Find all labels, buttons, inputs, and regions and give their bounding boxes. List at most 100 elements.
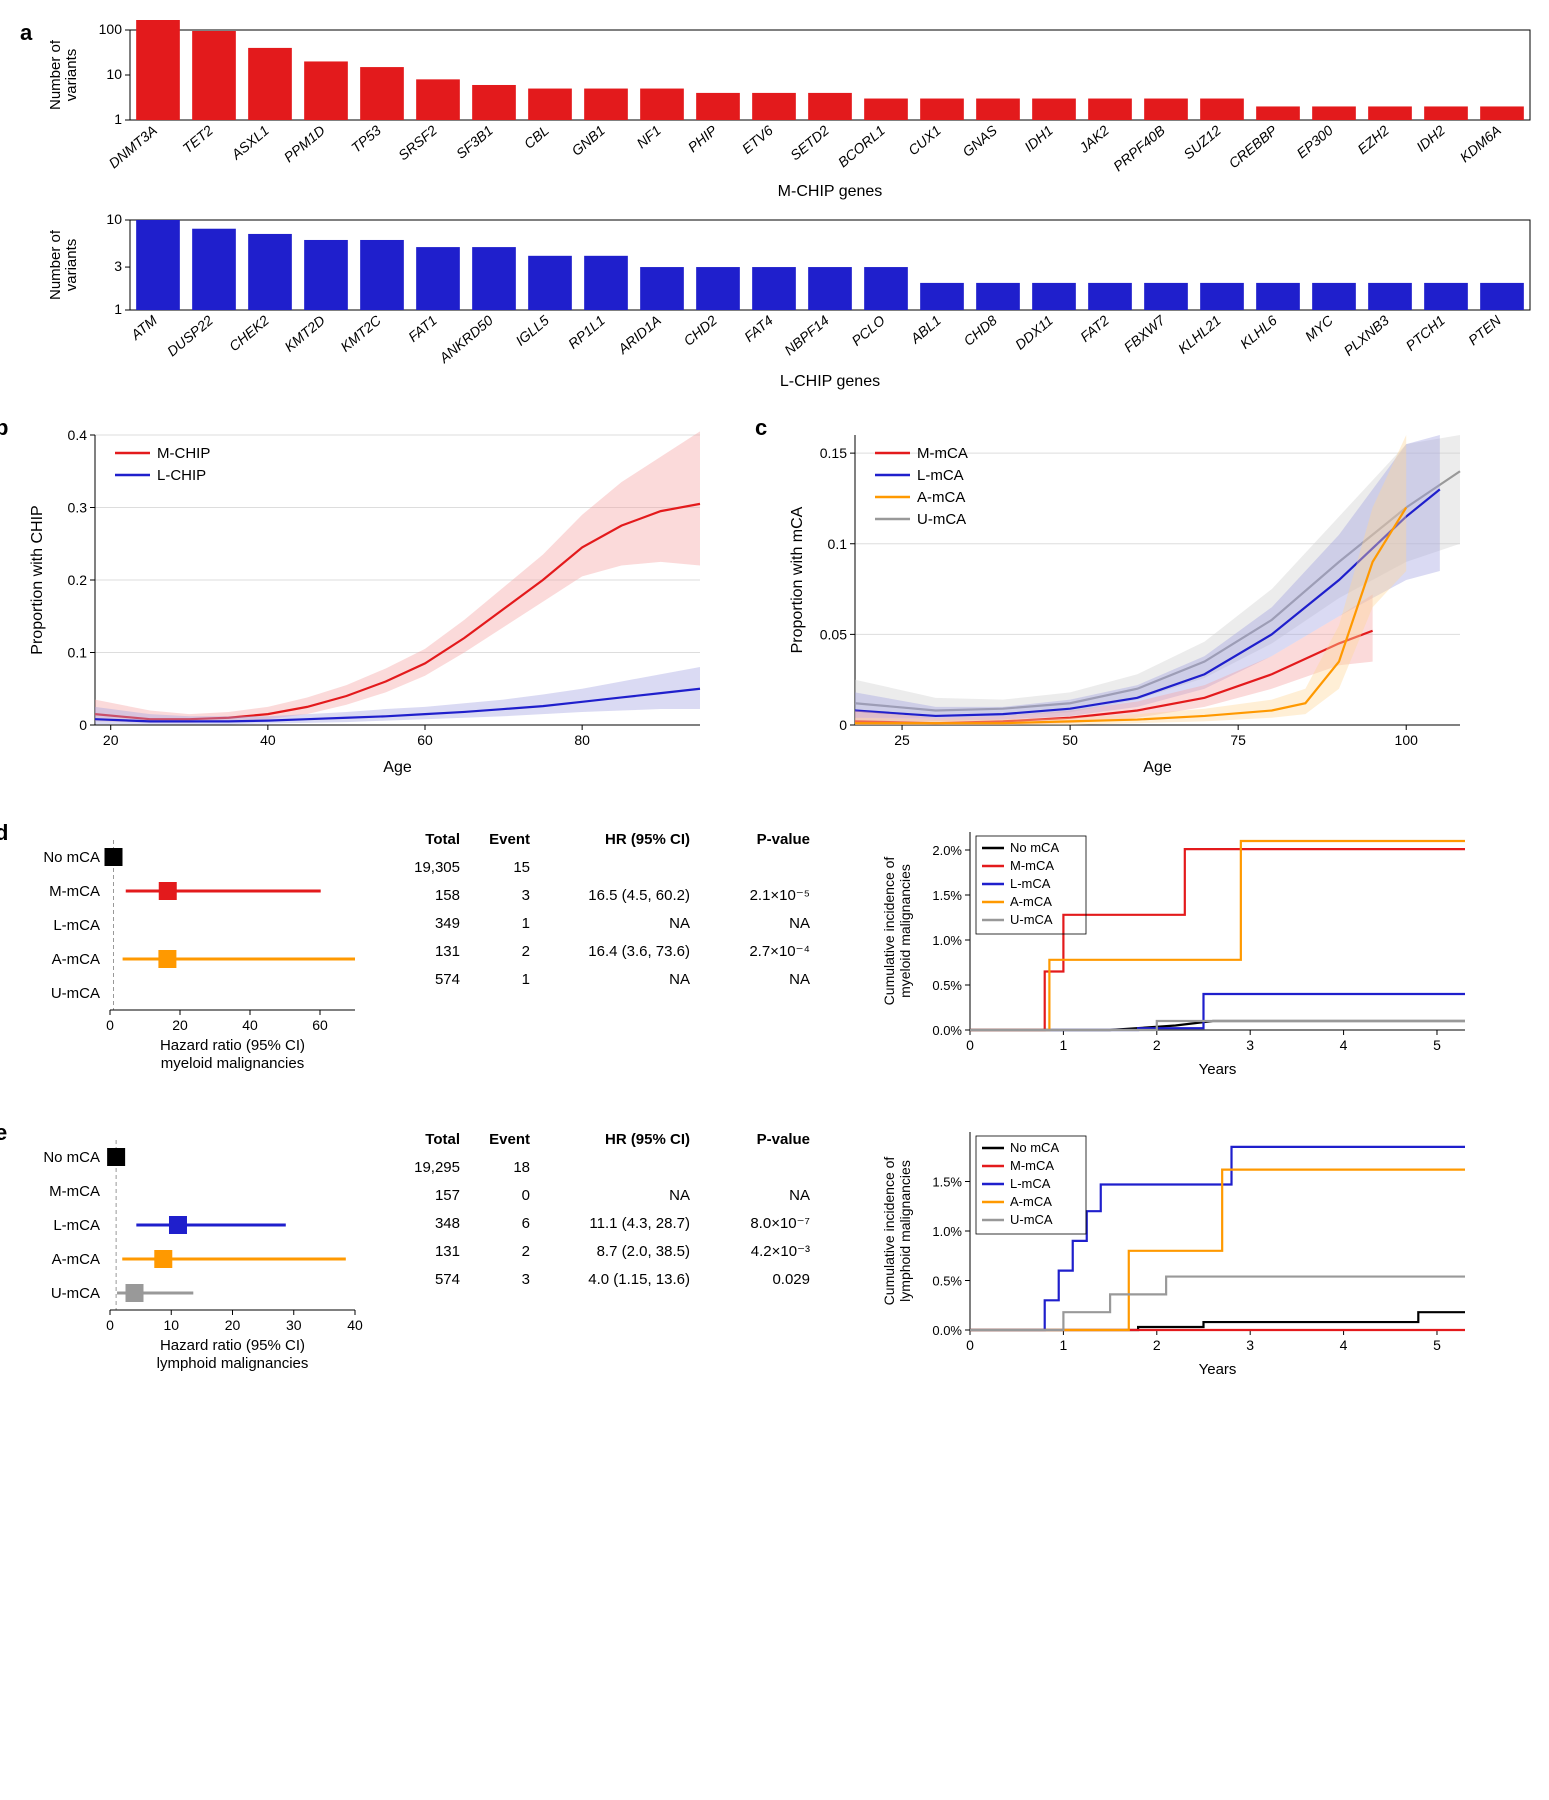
svg-text:NBPF14: NBPF14: [781, 312, 832, 358]
svg-text:349: 349: [435, 915, 460, 932]
svg-text:IGLL5: IGLL5: [512, 312, 552, 349]
svg-text:NA: NA: [669, 915, 690, 932]
svg-text:U-mCA: U-mCA: [51, 985, 100, 1002]
svg-text:1.0%: 1.0%: [932, 933, 962, 948]
panel-label-e: e: [0, 1120, 7, 1146]
svg-text:10: 10: [106, 211, 122, 227]
svg-text:0: 0: [106, 1017, 114, 1033]
svg-text:4.2×10⁻³: 4.2×10⁻³: [751, 1243, 810, 1260]
svg-text:20: 20: [225, 1317, 241, 1333]
svg-text:19,305: 19,305: [414, 859, 460, 876]
svg-text:2: 2: [1153, 1037, 1161, 1053]
svg-text:6: 6: [522, 1215, 530, 1232]
svg-text:CHD8: CHD8: [960, 312, 1000, 349]
svg-text:CHEK2: CHEK2: [226, 312, 272, 354]
svg-text:2: 2: [522, 1243, 530, 1260]
svg-text:DNMT3A: DNMT3A: [106, 122, 160, 171]
svg-text:11.1 (4.3, 28.7): 11.1 (4.3, 28.7): [589, 1215, 690, 1232]
svg-text:1: 1: [114, 301, 122, 317]
svg-text:KMT2D: KMT2D: [281, 312, 328, 355]
svg-text:myeloid malignancies: myeloid malignancies: [897, 864, 913, 998]
svg-text:Total: Total: [425, 1131, 460, 1148]
svg-text:SF3B1: SF3B1: [453, 122, 496, 162]
svg-text:8.0×10⁻⁷: 8.0×10⁻⁷: [750, 1215, 810, 1232]
svg-text:Event: Event: [489, 1131, 530, 1148]
svg-text:1.5%: 1.5%: [932, 888, 962, 903]
svg-text:0: 0: [106, 1317, 114, 1333]
svg-text:CREBBP: CREBBP: [1226, 122, 1281, 172]
svg-text:2: 2: [522, 943, 530, 960]
svg-text:U-mCA: U-mCA: [1010, 1212, 1053, 1227]
svg-text:60: 60: [417, 732, 433, 748]
svg-text:PTCH1: PTCH1: [1402, 312, 1447, 354]
svg-text:FAT1: FAT1: [405, 312, 440, 345]
svg-text:PLXNB3: PLXNB3: [1341, 312, 1393, 359]
svg-text:FBXW7: FBXW7: [1121, 311, 1169, 355]
svg-text:A-mCA: A-mCA: [52, 951, 100, 968]
svg-text:16.4 (3.6, 73.6): 16.4 (3.6, 73.6): [588, 943, 690, 960]
forest-d: No mCAM-mCAL-mCAA-mCAU-mCA0204060Hazard …: [20, 820, 370, 1080]
svg-text:L-mCA: L-mCA: [917, 467, 964, 484]
svg-text:0.0%: 0.0%: [932, 1323, 962, 1338]
svg-text:8.7 (2.0, 38.5): 8.7 (2.0, 38.5): [597, 1243, 690, 1260]
svg-text:574: 574: [435, 1271, 460, 1288]
svg-text:KLHL21: KLHL21: [1175, 312, 1224, 357]
svg-text:PTEN: PTEN: [1465, 311, 1505, 348]
svg-text:myeloid malignancies: myeloid malignancies: [161, 1055, 304, 1072]
panel-label-b: b: [0, 415, 8, 441]
svg-text:A-mCA: A-mCA: [52, 1251, 100, 1268]
panel-label-c: c: [755, 415, 767, 441]
svg-text:2.0%: 2.0%: [932, 843, 962, 858]
forest-e: No mCAM-mCAL-mCAA-mCAU-mCA010203040Hazar…: [20, 1120, 370, 1380]
svg-text:Event: Event: [489, 831, 530, 848]
svg-text:30: 30: [286, 1317, 302, 1333]
chart-mchip-bars: 110100Number ofvariantsDNMT3ATET2ASXL1PP…: [50, 20, 1549, 200]
svg-text:EP300: EP300: [1293, 122, 1336, 161]
svg-text:0.15: 0.15: [820, 445, 847, 461]
svg-text:KMT2C: KMT2C: [337, 311, 384, 354]
svg-text:157: 157: [435, 1187, 460, 1204]
svg-text:40: 40: [260, 732, 276, 748]
svg-text:Age: Age: [383, 759, 412, 776]
svg-text:SETD2: SETD2: [787, 122, 832, 163]
svg-text:DUSP22: DUSP22: [164, 312, 216, 359]
svg-text:Proportion with CHIP: Proportion with CHIP: [29, 505, 46, 654]
svg-text:Age: Age: [1143, 759, 1172, 776]
svg-text:0: 0: [966, 1037, 974, 1053]
figure: a 110100Number ofvariantsDNMT3ATET2ASXL1…: [20, 20, 1529, 1380]
svg-text:75: 75: [1230, 732, 1246, 748]
svg-text:PCLO: PCLO: [848, 312, 888, 349]
svg-text:80: 80: [574, 732, 590, 748]
svg-text:0.05: 0.05: [820, 626, 847, 642]
svg-text:40: 40: [347, 1317, 363, 1333]
svg-text:0.2: 0.2: [68, 572, 88, 588]
svg-text:2: 2: [1153, 1337, 1161, 1353]
svg-text:100: 100: [1395, 732, 1419, 748]
svg-text:0.1: 0.1: [68, 645, 88, 661]
svg-text:1: 1: [522, 915, 530, 932]
svg-text:Number of: Number of: [50, 39, 64, 110]
svg-text:ANKRD50: ANKRD50: [435, 312, 496, 367]
svg-text:3: 3: [522, 1271, 530, 1288]
svg-text:L-mCA: L-mCA: [53, 917, 100, 934]
svg-text:348: 348: [435, 1215, 460, 1232]
svg-text:1: 1: [114, 111, 122, 127]
svg-text:ETV6: ETV6: [739, 122, 776, 157]
svg-text:Cumulative incidence of: Cumulative incidence of: [881, 1157, 897, 1306]
svg-text:10: 10: [163, 1317, 179, 1333]
svg-text:0.029: 0.029: [772, 1271, 810, 1288]
svg-text:0: 0: [522, 1187, 530, 1204]
svg-text:0.5%: 0.5%: [932, 978, 962, 993]
svg-text:HR (95% CI): HR (95% CI): [605, 1131, 690, 1148]
svg-text:L-CHIP genes: L-CHIP genes: [780, 373, 880, 390]
svg-text:M-mCA: M-mCA: [49, 883, 100, 900]
svg-text:Hazard ratio (95% CI): Hazard ratio (95% CI): [160, 1337, 305, 1354]
svg-text:KDM6A: KDM6A: [1457, 122, 1504, 165]
chart-mca-age: 00.050.10.15255075100AgeProportion with …: [780, 420, 1480, 780]
svg-text:P-value: P-value: [757, 1131, 810, 1148]
svg-text:U-mCA: U-mCA: [917, 511, 966, 528]
cuminc-d: 0.0%0.5%1.0%1.5%2.0%012345YearsCumulativ…: [880, 820, 1480, 1080]
svg-text:M-CHIP genes: M-CHIP genes: [778, 183, 883, 200]
svg-text:M-mCA: M-mCA: [917, 445, 968, 462]
svg-text:FAT4: FAT4: [741, 312, 776, 345]
